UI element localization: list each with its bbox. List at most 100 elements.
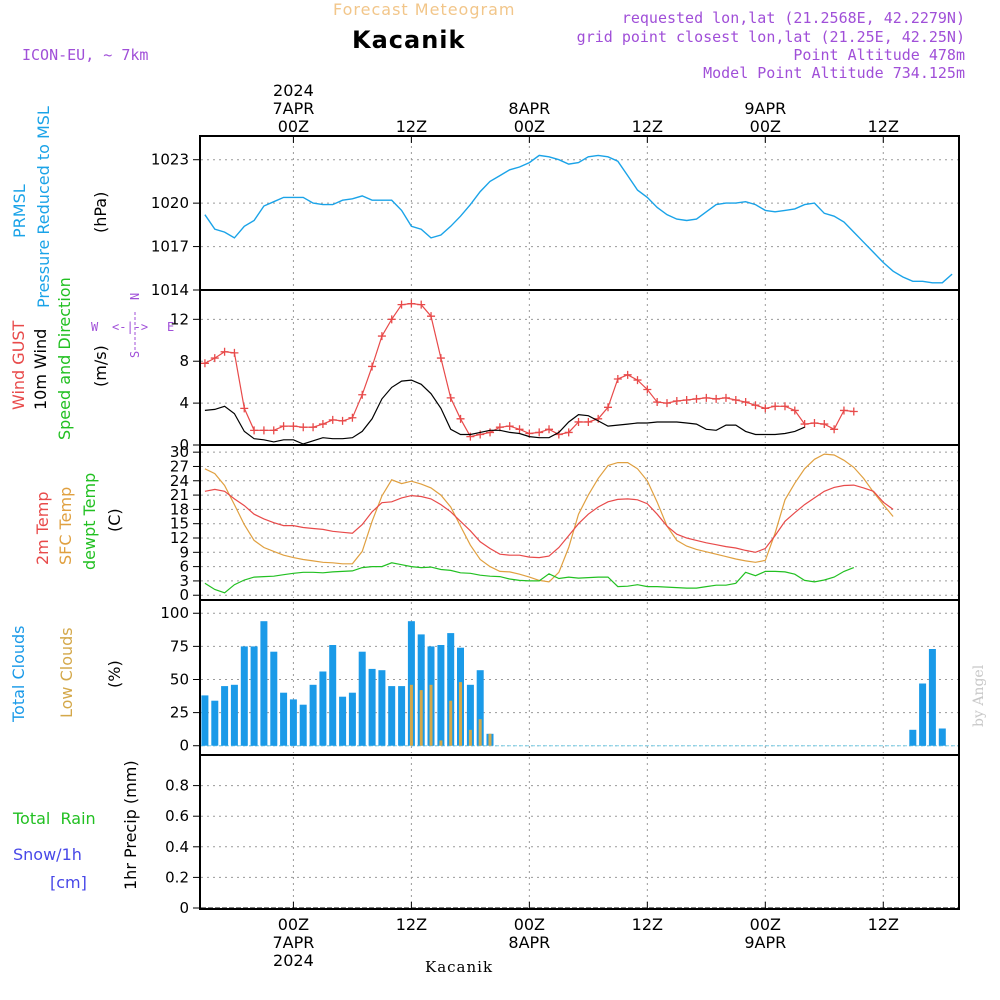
gust-marker [800, 420, 809, 429]
pressure-line [204, 154, 953, 284]
total-cloud-bar [250, 646, 258, 746]
ticks-layer: 1014101710201023048120369121518212427300… [151, 151, 200, 917]
gust-marker [682, 395, 691, 404]
y-tick-label: 15 [170, 515, 189, 533]
time-label-bottom: 7APR [272, 933, 314, 952]
y-tick-label: 1023 [151, 151, 189, 169]
y-tick-label: 1014 [151, 281, 189, 299]
gust-marker [692, 394, 701, 403]
total-cloud-bar [447, 633, 455, 746]
wind-unit: (m/s) [91, 345, 110, 387]
total-cloud-bar [919, 683, 927, 746]
temp2m-line [204, 484, 894, 559]
time-label-bottom: 2024 [273, 951, 314, 970]
gust-marker [328, 415, 337, 424]
total-cloud-bar [437, 645, 445, 746]
gust-marker [269, 426, 278, 435]
time-label-bottom: 00Z [514, 915, 545, 934]
total-cloud-bar [260, 621, 268, 746]
gust-marker [436, 354, 445, 363]
total-cloud-bar [476, 670, 484, 746]
y-tick-label: 3 [179, 572, 189, 590]
total-cloud-bar [398, 686, 406, 746]
snow-unit: [cm] [50, 873, 87, 892]
low-cloud-bar [468, 729, 472, 746]
time-label-bottom: 12Z [632, 915, 663, 934]
gust-marker [348, 413, 357, 422]
y-tick-label: 4 [179, 394, 189, 412]
gust-marker [220, 347, 229, 356]
gust-marker [486, 428, 495, 437]
y-tick-label: 27 [170, 457, 189, 475]
low-cloud-bar [419, 690, 423, 746]
gust-marker [210, 354, 219, 363]
low-cloud-bar [439, 740, 443, 746]
gust-marker [368, 362, 377, 371]
total-cloud-bar [339, 696, 347, 746]
gust-marker [446, 393, 455, 402]
total-cloud-bar [348, 692, 356, 746]
low-cloud-bar [459, 682, 462, 746]
time-label-top: 2024 [273, 81, 314, 100]
time-label-top: 12Z [632, 117, 663, 136]
time-label-bottom: 00Z [750, 915, 781, 934]
time-label-top: 8APR [508, 99, 550, 118]
y-tick-label: 50 [170, 670, 189, 688]
gust-marker [397, 300, 406, 309]
total-cloud-bar [230, 684, 238, 746]
total-cloud-bar [466, 684, 474, 746]
gust-marker [456, 414, 465, 423]
gust-marker [309, 423, 318, 432]
gust-marker [712, 394, 721, 403]
bottom-location: Kacanik [425, 958, 493, 976]
gust-marker [839, 406, 848, 415]
y-tick-label: 1020 [151, 194, 189, 212]
gust-marker [702, 393, 711, 402]
gust-marker [515, 425, 524, 434]
time-label-bottom: 12Z [868, 915, 899, 934]
time-label-bottom: 00Z [278, 915, 309, 934]
wind-label: 10m Wind [31, 329, 50, 410]
gust-marker [407, 299, 416, 308]
gust-marker [780, 402, 789, 411]
clouds-unit: (%) [105, 660, 124, 688]
y-tick-label: 30 [170, 443, 189, 461]
gust-marker [338, 416, 347, 425]
gust-marker [653, 398, 662, 407]
gust-marker [574, 417, 583, 426]
y-tick-label: 1017 [151, 238, 189, 256]
temp-unit: (C) [105, 508, 124, 532]
y-tick-label: 0.4 [165, 838, 189, 856]
total-cloud-bar [358, 651, 366, 746]
total-cloud-bar [938, 728, 946, 746]
compass-w: W [91, 320, 99, 334]
gust-marker [751, 401, 760, 410]
total-cloud-bar [388, 686, 396, 746]
snow-label: Snow/1h [13, 845, 82, 864]
total-cloud-bar [368, 668, 376, 746]
gust-marker [289, 422, 298, 431]
low-cloud-bar [429, 684, 433, 746]
wind-direction-label: Speed and Direction [55, 277, 74, 440]
marks-layer [200, 154, 958, 909]
total-cloud-bar [280, 692, 288, 746]
total-cloud-bar [201, 695, 209, 746]
total-cloud-bar [378, 670, 386, 746]
pressure-label-short: PRMSL [10, 184, 29, 238]
credit: by Angel [971, 664, 987, 727]
y-tick-label: 75 [170, 637, 189, 655]
gust-marker [820, 420, 829, 429]
compass-arrow: <-|-> [112, 320, 148, 334]
y-tick-label: 0.2 [165, 868, 189, 886]
gust-label: Wind GUST [9, 320, 28, 410]
y-tick-label: 8 [179, 352, 189, 370]
total-cloud-bar [289, 699, 297, 746]
requested-coords: requested lon,lat (21.2568E, 42.2279N) [622, 9, 965, 27]
model-altitude: Model Point Altitude 734.125m [703, 64, 965, 82]
location-title: Kacanik [352, 26, 466, 54]
y-tick-label: 12 [170, 310, 189, 328]
gust-marker [505, 422, 514, 431]
gust-marker [731, 395, 740, 404]
gust-marker [643, 385, 652, 394]
